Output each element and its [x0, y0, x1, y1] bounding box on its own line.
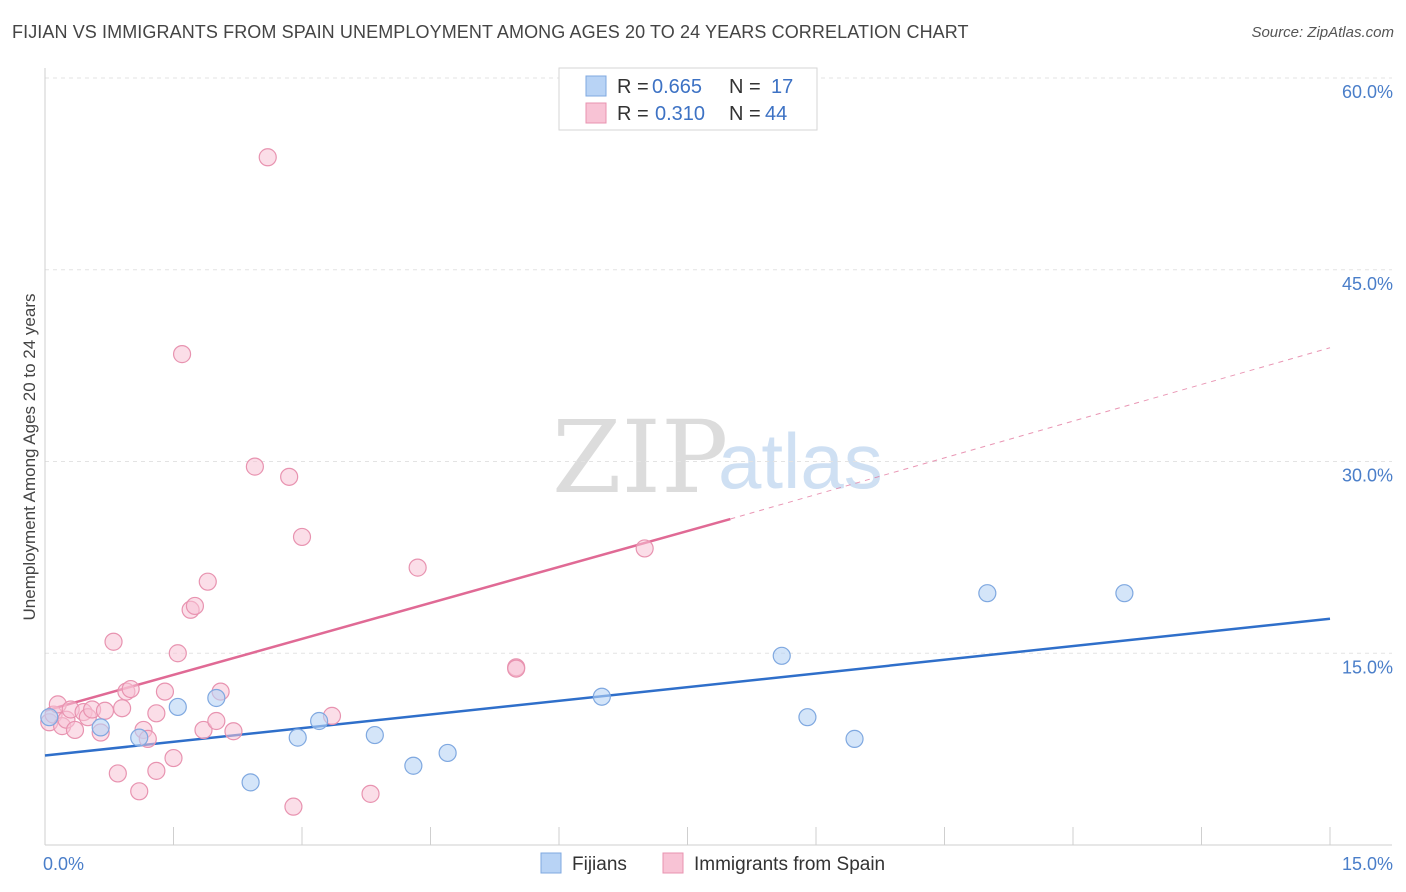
legend-n-value-fijians: 17 — [771, 76, 793, 98]
point-spain-34 — [258, 148, 277, 167]
point-spain-25 — [172, 345, 192, 364]
data-points — [40, 148, 1134, 816]
legend-r-value-fijians: 0.665 — [652, 76, 702, 98]
correlation-legend: R = 0.665 N = 17 R = 0.310 N = 44 — [558, 67, 818, 131]
point-spain-20 — [147, 704, 166, 723]
trend-line-spain — [44, 517, 731, 712]
point-fijians-14 — [845, 729, 864, 748]
point-spain-14 — [112, 699, 132, 718]
point-spain-30 — [207, 711, 226, 731]
y-tick-label-45: 45.0% — [1342, 274, 1393, 294]
point-spain-43 — [635, 539, 654, 558]
trend-line-fijians — [44, 617, 1331, 757]
point-fijians-10 — [438, 743, 457, 763]
point-spain-27 — [185, 596, 205, 616]
point-fijians-5 — [241, 773, 260, 792]
y-tick-label-30: 30.0% — [1342, 466, 1393, 486]
bottom-legend-swatch-fijians — [540, 852, 562, 874]
point-fijians-2 — [130, 728, 149, 747]
bottom-legend-label-spain: Immigrants from Spain — [694, 854, 885, 875]
trend-line-spain-extension — [730, 347, 1331, 520]
legend-n-value-spain: 44 — [765, 103, 787, 125]
y-axis-label: Unemployment Among Ages 20 to 24 years — [20, 294, 39, 621]
point-fijians-0 — [40, 708, 59, 727]
x-tick-label-end: 15.0% — [1342, 854, 1393, 874]
watermark-zip: ZIP — [552, 399, 728, 516]
point-fijians-8 — [365, 725, 384, 745]
point-fijians-11 — [592, 687, 611, 706]
point-fijians-9 — [404, 756, 423, 775]
point-spain-17 — [130, 782, 149, 801]
y-tick-label-15: 15.0% — [1342, 657, 1393, 677]
point-spain-12 — [104, 632, 123, 651]
chart-title: FIJIAN VS IMMIGRANTS FROM SPAIN UNEMPLOY… — [12, 22, 969, 42]
point-spain-16 — [121, 679, 140, 699]
point-spain-23 — [164, 748, 183, 768]
point-spain-33 — [245, 457, 264, 476]
point-fijians-15 — [978, 584, 997, 603]
legend-n-label-fijians: N = — [729, 76, 761, 98]
point-spain-39 — [361, 784, 380, 803]
legend-r-label-spain: R = — [617, 103, 649, 125]
point-spain-40 — [408, 558, 427, 577]
x-tick-label-start: 0.0% — [43, 854, 84, 874]
point-spain-28 — [194, 720, 213, 740]
y-tick-label-60: 60.0% — [1342, 82, 1393, 102]
series-legend: Fijians Immigrants from Spain — [540, 852, 885, 875]
point-spain-29 — [198, 572, 217, 591]
point-spain-37 — [292, 527, 312, 547]
point-spain-24 — [168, 644, 187, 663]
point-fijians-13 — [798, 708, 817, 727]
tick-labels: 15.0% 30.0% 45.0% 60.0% 0.0% 15.0% — [43, 82, 1393, 874]
point-fijians-7 — [310, 711, 329, 731]
legend-swatch-spain — [585, 102, 607, 124]
legend-r-value-spain: 0.310 — [655, 103, 705, 125]
legend-n-label-spain: N = — [729, 103, 761, 125]
point-spain-22 — [155, 682, 175, 701]
legend-r-label-fijians: R = — [617, 76, 649, 98]
point-fijians-12 — [772, 646, 791, 665]
point-spain-13 — [108, 764, 127, 783]
point-fijians-1 — [91, 718, 110, 737]
bottom-legend-label-fijians: Fijians — [572, 854, 627, 875]
bottom-legend-swatch-spain — [662, 852, 684, 874]
point-spain-11 — [95, 701, 115, 720]
point-spain-36 — [284, 797, 303, 816]
legend-swatch-fijians — [585, 75, 607, 97]
point-fijians-6 — [288, 728, 307, 747]
grid-lines — [45, 77, 1392, 654]
point-spain-35 — [280, 467, 299, 486]
point-fijians-16 — [1115, 584, 1134, 603]
source-label: Source: ZipAtlas.com — [1251, 24, 1394, 41]
trend-lines — [44, 347, 1331, 757]
point-fijians-3 — [168, 697, 187, 717]
point-fijians-4 — [207, 688, 226, 708]
point-spain-21 — [147, 761, 166, 780]
point-spain-42 — [507, 659, 526, 678]
point-spain-6 — [65, 720, 85, 740]
point-spain-32 — [224, 722, 243, 741]
